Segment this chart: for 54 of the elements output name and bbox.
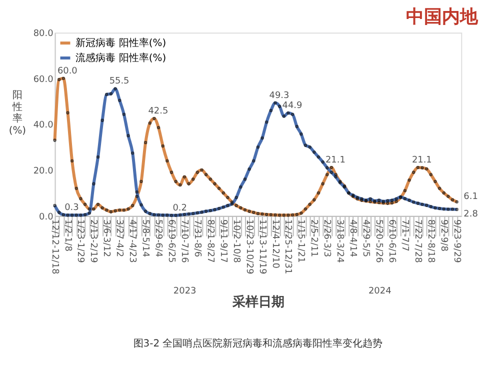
text: 2024 [368, 286, 392, 297]
x-tick-label: 10/23-10/29 [244, 219, 254, 274]
x-tick-label: 7/1-7/7 [399, 219, 410, 252]
data-label: 21.1 [412, 156, 432, 166]
x-tick-label: 6/19-6/25 [166, 219, 176, 263]
x-tick-label: 8/12-8/18 [425, 219, 436, 264]
x-tick-label: 8/21-8/27 [204, 219, 215, 263]
y-tick-label: 40.0 [33, 120, 54, 131]
data-label: 0.2 [172, 203, 187, 214]
x-tick-label: 10/2-10/8 [230, 219, 241, 264]
y-tick-label: 80.0 [33, 29, 54, 40]
data-label: 2.8 [464, 209, 478, 220]
data-label: 6.1 [464, 192, 478, 202]
x-tick-label: 2/26-3/3 [322, 219, 332, 258]
x-tick-label: 12/25-12/31 [282, 219, 293, 274]
data-label: 60.0 [57, 66, 78, 76]
legend-label: 流感病毒 阳性率(%) [76, 52, 166, 64]
chart-title: 中国内地 [406, 6, 479, 28]
x-tick-label: 5/29-6/4 [153, 219, 164, 258]
x-tick-label: 12/4-12/10 [270, 219, 280, 269]
data-label: 21.1 [325, 156, 346, 166]
data-label: 44.9 [282, 101, 302, 112]
y-tick-label: 20.0 [33, 166, 54, 177]
x-tick-label: 2/13-2/19 [88, 219, 98, 264]
x-tick-label: 7/10-7/16 [178, 219, 189, 264]
y-tick-label: 60.0 [33, 74, 54, 85]
x-tick-label: 4/29-5/5 [360, 219, 371, 258]
x-tick-label: 2/5-2/11 [308, 219, 319, 258]
x-tick-label: 11/13-11/19 [256, 219, 267, 274]
x-tick-label: 3/18-3/24 [334, 219, 345, 264]
x-tick-label: 6/10-6/16 [386, 219, 396, 264]
x-tick-label: 3/27-4/2 [114, 219, 124, 258]
x-tick-label: 9/2-9/8 [438, 219, 448, 252]
x-tick-label: 9/11-9/17 [218, 219, 228, 263]
x-tick-label: 5/20-5/26 [374, 219, 384, 264]
data-label: 0.3 [64, 203, 79, 214]
data-label: 55.5 [109, 76, 130, 87]
x-tick-label: 7/22-7/28 [412, 219, 422, 264]
data-label: 42.5 [148, 106, 168, 117]
x-tick-label: 4/8-4/14 [348, 219, 358, 258]
x-tick-label: 9/23-9/29 [451, 219, 462, 264]
caption: 图3-2 全国哨点医院新冠病毒和流感病毒阳性率变化趋势 [133, 337, 383, 350]
x-tick-label: 1/2-1/8 [62, 219, 72, 252]
x-tick-label: 4/17-4/23 [127, 219, 138, 263]
x-tick-label: 3/6-3/12 [101, 219, 112, 258]
y-axis-title: 阳性率(%) [8, 90, 26, 137]
x-tick-label: 7/31-8/6 [192, 219, 202, 258]
x-tick-label: 1/15-1/21 [296, 219, 306, 263]
x-tick-label: 5/8-5/14 [140, 219, 150, 258]
x-axis-title: 采样日期 [231, 294, 284, 310]
legend-label: 新冠病毒 阳性率(%) [76, 37, 166, 50]
x-tick-label: 1/23-1/29 [75, 219, 86, 264]
text: 2023 [173, 286, 196, 297]
data-label: 49.3 [269, 90, 290, 101]
